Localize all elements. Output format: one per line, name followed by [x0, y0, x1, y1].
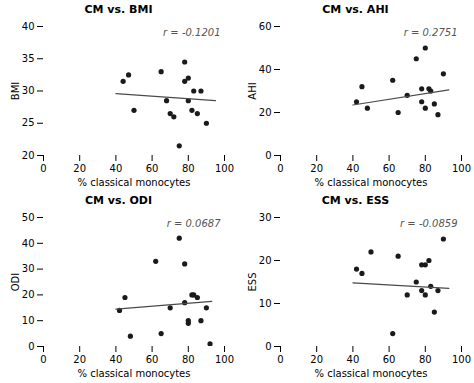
- svg-text:20: 20: [259, 255, 272, 266]
- svg-text:r = 0.0687: r = 0.0687: [167, 218, 221, 229]
- svg-text:r = -0.1201: r = -0.1201: [163, 27, 220, 38]
- html-text:CM vs. BMI: CM vs. BMI: [84, 3, 153, 16]
- svg-text:20: 20: [22, 150, 35, 161]
- svg-text:30: 30: [259, 212, 272, 223]
- svg-text:0: 0: [40, 163, 46, 174]
- svg-text:r = -0.0859: r = -0.0859: [400, 218, 457, 229]
- svg-text:40: 40: [110, 354, 123, 365]
- html-text:CM vs. AHI: CM vs. AHI: [322, 3, 389, 16]
- svg-text:30: 30: [22, 263, 35, 274]
- svg-text:40: 40: [259, 64, 272, 75]
- svg-text:20: 20: [22, 289, 35, 300]
- svg-text:20: 20: [73, 354, 86, 365]
- svg-text:100: 100: [452, 354, 471, 365]
- svg-text:60: 60: [383, 354, 396, 365]
- svg-text:35: 35: [22, 53, 35, 64]
- svg-text:100: 100: [452, 163, 471, 174]
- svg-text:% classical monocytes: % classical monocytes: [315, 177, 428, 188]
- svg-text:40: 40: [22, 238, 35, 249]
- svg-text:50: 50: [22, 212, 35, 223]
- svg-text:25: 25: [22, 117, 35, 128]
- svg-text:80: 80: [182, 354, 195, 365]
- svg-text:40: 40: [110, 163, 123, 174]
- svg-text:0: 0: [40, 354, 46, 365]
- svg-text:0: 0: [265, 150, 271, 161]
- svg-text:10: 10: [259, 298, 272, 309]
- svg-text:40: 40: [347, 163, 360, 174]
- svg-text:40: 40: [22, 21, 35, 32]
- svg-text:% classical monocytes: % classical monocytes: [315, 368, 428, 379]
- svg-text:0: 0: [277, 163, 283, 174]
- svg-text:% classical monocytes: % classical monocytes: [78, 368, 191, 379]
- svg-text:20: 20: [73, 163, 86, 174]
- svg-text:% classical monocytes: % classical monocytes: [78, 177, 191, 188]
- html-text:CM vs. ESS: CM vs. ESS: [321, 194, 390, 207]
- svg-text:0: 0: [28, 341, 34, 352]
- svg-text:r = 0.2751: r = 0.2751: [404, 27, 458, 38]
- svg-text:80: 80: [419, 354, 432, 365]
- svg-text:ODI: ODI: [10, 273, 21, 292]
- svg-text:AHI: AHI: [247, 82, 258, 99]
- svg-text:BMI: BMI: [10, 82, 21, 100]
- svg-text:20: 20: [310, 163, 323, 174]
- svg-text:100: 100: [215, 354, 234, 365]
- svg-text:0: 0: [265, 341, 271, 352]
- svg-text:60: 60: [146, 354, 159, 365]
- svg-text:ESS: ESS: [247, 272, 258, 291]
- svg-text:60: 60: [383, 163, 396, 174]
- svg-text:20: 20: [310, 354, 323, 365]
- svg-text:100: 100: [215, 163, 234, 174]
- svg-text:60: 60: [259, 21, 272, 32]
- svg-text:0: 0: [277, 354, 283, 365]
- svg-text:20: 20: [259, 107, 272, 118]
- svg-text:80: 80: [419, 163, 432, 174]
- svg-text:30: 30: [22, 85, 35, 96]
- svg-text:80: 80: [182, 163, 195, 174]
- svg-text:40: 40: [347, 354, 360, 365]
- svg-text:60: 60: [146, 163, 159, 174]
- html-text:CM vs. ODI: CM vs. ODI: [84, 194, 153, 207]
- svg-text:10: 10: [22, 315, 35, 326]
